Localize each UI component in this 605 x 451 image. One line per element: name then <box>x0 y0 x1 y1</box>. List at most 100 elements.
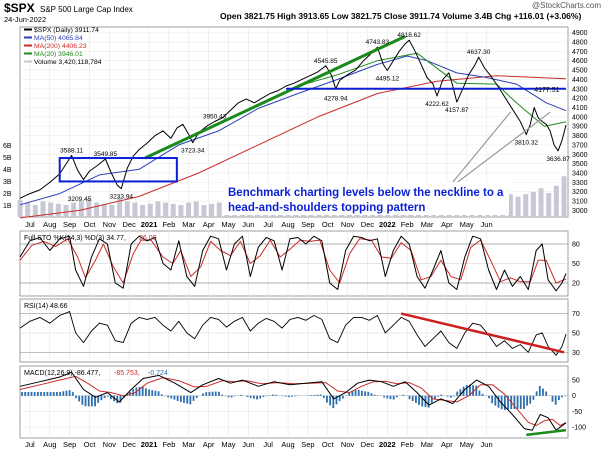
price-annotation: 4545.85 <box>314 58 338 65</box>
macd-histogram-bar <box>322 395 325 398</box>
macd-histogram-bar <box>446 395 449 397</box>
macd-histogram-bar <box>478 390 481 396</box>
symbol-label: $SPX <box>4 1 35 15</box>
macd-histogram-bar <box>557 395 560 401</box>
macd-histogram-bar <box>564 395 567 397</box>
legend-entry: MA(20) 3946.01 <box>34 51 83 58</box>
y-tick-label: 3200 <box>572 189 588 196</box>
macd-histogram-bar <box>519 395 522 409</box>
y-tick-label: 70 <box>572 311 580 318</box>
annotation-text-line1: Benchmark charting levels below the neck… <box>228 187 504 199</box>
y-tick-label: 3300 <box>572 180 588 187</box>
volume-tick-label: 3B <box>3 179 12 186</box>
macd-histogram-bar <box>526 395 528 406</box>
macd-histogram-bar <box>110 395 112 400</box>
macd-histogram-bar <box>141 386 144 396</box>
x-tick-label: Sep <box>63 440 76 449</box>
price-annotation: 4495.12 <box>376 76 400 83</box>
macd-histogram-bar <box>275 394 278 396</box>
y-tick-label: 4800 <box>572 39 588 46</box>
macd-histogram-bar <box>27 391 30 396</box>
volume-bar <box>117 197 123 217</box>
volume-tick-label: 5B <box>3 155 12 162</box>
volume-bar <box>561 176 567 217</box>
macd-histogram-bar <box>186 395 189 404</box>
macd-histogram-bar <box>551 395 554 402</box>
rsi-line <box>19 311 567 356</box>
y-tick-label: 4400 <box>572 77 588 84</box>
neckline-label: 4177.51 <box>534 87 559 94</box>
y-tick-label: -50 <box>572 409 582 416</box>
volume-bar <box>55 203 61 217</box>
volume-bar <box>530 191 536 217</box>
price-annotation: 4743.83 <box>366 39 390 46</box>
ohlc-readout: Open 3821.75 High 3913.65 Low 3821.75 Cl… <box>220 11 581 21</box>
macd-histogram-bar <box>46 391 49 396</box>
volume-bar <box>109 205 115 217</box>
volume-bar <box>147 203 153 217</box>
x-tick-label: Dec <box>123 440 137 449</box>
x-tick-label: Nov <box>341 440 355 449</box>
macd-histogram-bar <box>291 395 293 397</box>
macd-histogram-bar <box>430 395 433 403</box>
macd-histogram-bar <box>491 395 494 404</box>
macd-histogram-bar <box>319 394 322 396</box>
macd-histogram-bar <box>87 395 90 407</box>
macd-histogram-bar <box>157 391 160 396</box>
legend-entry: MA(200) 4406.23 <box>34 43 87 50</box>
macd-histogram-bar <box>475 385 478 396</box>
macd-histogram-bar <box>36 391 39 396</box>
macd-histogram-bar <box>354 390 357 396</box>
macd-histogram-bar <box>503 395 506 411</box>
y-tick-label: 4700 <box>572 49 588 56</box>
x-tick-label: Apr <box>441 440 453 449</box>
x-tick-label: Apr <box>441 220 453 229</box>
macd-histogram-bar <box>357 389 360 396</box>
volume-bar <box>71 202 77 217</box>
macd-histogram-bar <box>179 395 182 403</box>
macd-histogram-bar <box>208 391 211 396</box>
y-tick-label: 30 <box>572 350 580 357</box>
macd-histogram-bar <box>75 395 77 399</box>
macd-histogram-bar <box>542 388 544 396</box>
x-tick-label: May <box>460 220 474 229</box>
volume-tick-label: 4B <box>3 167 12 174</box>
macd-histogram-bar <box>125 394 128 396</box>
macd-histogram-bar <box>119 395 122 403</box>
volume-bar <box>78 201 84 217</box>
price-annotation: 3950.43 <box>203 113 227 120</box>
macd-histogram-bar <box>310 395 312 396</box>
ma20-line <box>297 52 567 127</box>
price-annotation: 3588.11 <box>60 147 83 154</box>
macd-histogram-bar <box>148 389 150 396</box>
index-name: S&P 500 Large Cap Index <box>40 5 133 14</box>
macd-histogram-bar <box>351 391 354 396</box>
macd-histogram-bar <box>341 395 344 399</box>
macd-histogram-bar <box>370 393 373 396</box>
macd-histogram-bar <box>538 386 541 396</box>
macd-histogram-bar <box>497 395 500 408</box>
consolidation-box <box>58 157 178 183</box>
x-tick-label: Oct <box>84 220 97 229</box>
macd-histogram-bar <box>56 391 58 396</box>
macd-histogram-bar <box>415 395 417 403</box>
macd-histogram-bar <box>30 391 33 396</box>
y-tick-label: 3400 <box>572 171 588 178</box>
x-tick-label: Aug <box>43 440 56 449</box>
macd-histogram-bar <box>481 393 484 396</box>
macd-histogram-bar <box>554 395 557 405</box>
y-tick-label: 4200 <box>572 96 588 103</box>
volume-bar <box>216 202 222 217</box>
macd-histogram-bar <box>408 395 411 400</box>
macd-histogram-bar <box>138 386 141 396</box>
macd-histogram-bar <box>364 391 366 396</box>
macd-histogram-bar <box>434 395 436 400</box>
macd-histogram-bar <box>211 391 214 396</box>
macd-histogram-bar <box>427 395 430 408</box>
price-annotation: 4278.94 <box>324 96 348 103</box>
price-annotation: 3810.32 <box>515 140 539 147</box>
volume-bar <box>63 205 69 217</box>
x-tick-label: Feb <box>401 220 414 229</box>
x-tick-label: May <box>221 220 235 229</box>
macd-histogram-bar <box>500 395 503 410</box>
